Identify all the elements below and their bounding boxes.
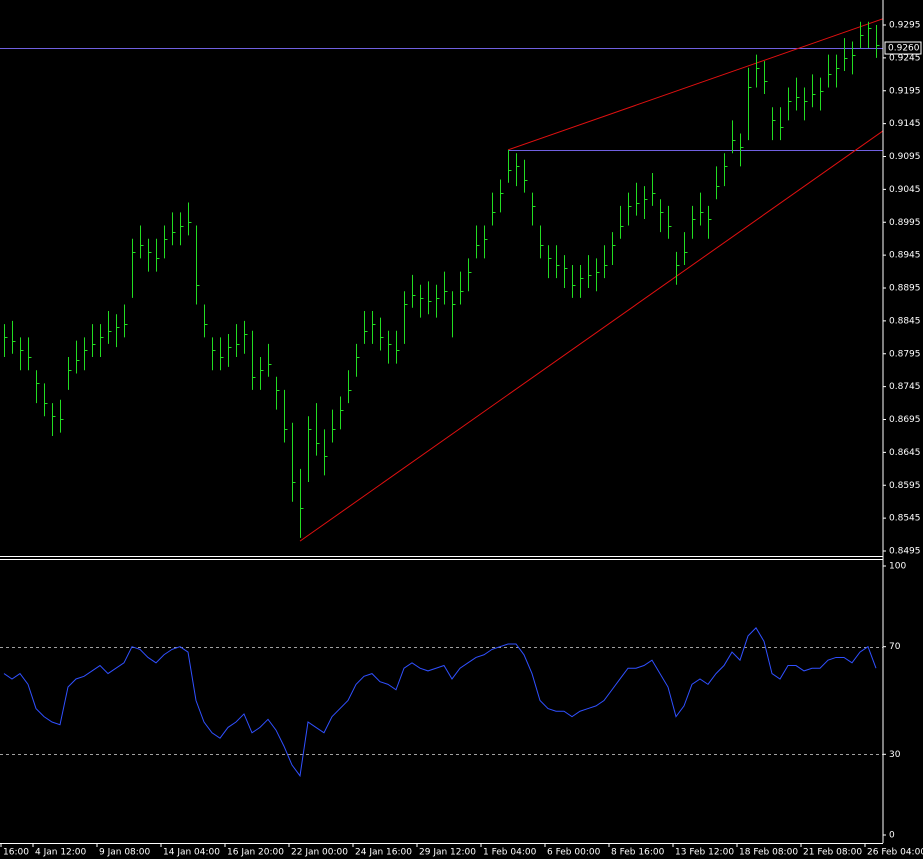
y-tick-label: 0.8895 [889,284,921,294]
y-tick-label: 0.8495 [889,547,921,557]
y-tick-label: 0.9145 [889,119,921,129]
x-tick-label: 13 Feb 12:00 [675,848,734,858]
x-tick-label: 8 Feb 16:00 [611,848,665,858]
y-tick-label: 0.9095 [889,152,921,162]
y-tick-label: 0.9195 [889,86,921,96]
y-tick-label: 0.8995 [889,218,921,228]
x-tick-label: 18 Feb 08:00 [739,848,798,858]
y-tick-label: 0.8595 [889,481,921,491]
y-tick-label: 0.8745 [889,382,921,392]
x-tick-label: 22 Jan 00:00 [291,848,348,858]
y-tick-label: 0.8845 [889,316,921,326]
x-tick-label: 26 Feb 04:00 [867,848,923,858]
y2-tick-label: 70 [889,642,901,652]
y-tick-label: 0.8695 [889,415,921,425]
y2-tick-label: 0 [889,831,895,841]
x-tick-label: 1 Feb 04:00 [483,848,537,858]
trendline [507,18,883,151]
x-tick-label: 16:00 [3,848,29,858]
price-label-box [884,41,922,55]
price-panel [0,18,883,542]
trendline [299,130,883,542]
y-tick-label: 0.9245 [889,53,921,63]
x-tick-label: 29 Jan 12:00 [419,848,476,858]
x-tick-label: 9 Jan 08:00 [99,848,151,858]
y-tick-label: 0.8945 [889,251,921,261]
x-tick-label: 14 Jan 04:00 [163,848,220,858]
y2-tick-label: 30 [889,750,901,760]
x-tick-label: 24 Jan 16:00 [355,848,412,858]
y-tick-label: 0.8645 [889,448,921,458]
y2-tick-label: 100 [889,562,906,572]
x-tick-label: 21 Feb 08:00 [803,848,862,858]
x-tick-label: 4 Jan 12:00 [35,848,87,858]
x-tick-label: 6 Feb 00:00 [547,848,601,858]
y-tick-label: 0.8545 [889,514,921,524]
y-tick-label: 0.9295 [889,21,921,31]
indicator-line [3,627,877,778]
y-tick-label: 0.8795 [889,349,921,359]
y-tick-label: 0.9045 [889,185,921,195]
price-label: 0.9260 [888,44,920,54]
indicator-panel [0,627,883,778]
x-tick-label: 16 Jan 20:00 [227,848,284,858]
